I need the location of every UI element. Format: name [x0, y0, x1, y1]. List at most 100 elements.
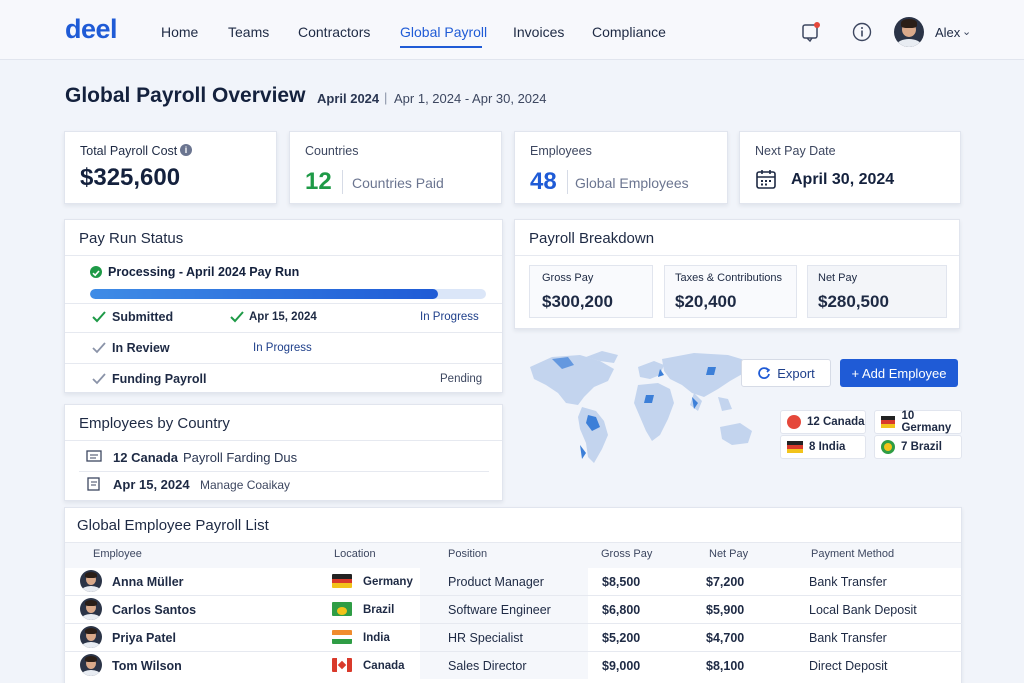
country-chip-brazil[interactable]: 7 Brazil [874, 435, 962, 459]
position-cell-bg [420, 624, 588, 651]
world-map[interactable] [522, 345, 772, 473]
country-row-2-bold: Apr 15, 2024 [113, 477, 190, 492]
deel-logo[interactable]: deel [65, 14, 118, 44]
india-flag-icon [787, 441, 803, 453]
step-submitted-status: In Progress [420, 311, 479, 323]
taxes-label: Taxes & Contributions [675, 272, 782, 284]
info-icon[interactable] [852, 22, 872, 42]
net-pay-label: Net Pay [818, 272, 858, 284]
chevron-down-icon[interactable]: ⌄ [962, 26, 972, 38]
divider [65, 303, 502, 304]
check-icon [91, 341, 107, 360]
divider [64, 595, 962, 596]
net-pay-value: $280,500 [818, 292, 889, 311]
divider [79, 471, 489, 472]
add-employee-button[interactable]: + Add Employee [840, 359, 958, 387]
divider [64, 623, 962, 624]
column-header-employee[interactable]: Employee [93, 548, 142, 560]
pay-run-status-card: Pay Run Status Processing - April 2024 P… [64, 219, 503, 393]
total-payroll-cost-label: Total Payroll Cost [80, 144, 178, 158]
gross-pay-label: Gross Pay [542, 272, 594, 284]
period-label: April 2024 [317, 91, 380, 106]
country-row-1-text: Payroll Farding Dus [183, 450, 298, 465]
next-pay-date-value: April 30, 2024 [791, 171, 895, 188]
column-header-payment-method[interactable]: Payment Method [811, 548, 895, 560]
total-payroll-cost-value: $325,600 [80, 164, 181, 191]
country-chip-germany[interactable]: 10 Germany [874, 410, 962, 434]
germany-flag-icon [881, 416, 896, 428]
country-row-2-text: Manage Coaikay [200, 478, 291, 492]
divider [65, 332, 502, 333]
chip-label: 7 Brazil [901, 441, 942, 453]
notification-bell-icon[interactable] [800, 21, 822, 43]
germany-flag-icon [332, 574, 352, 588]
employee-position: Sales Director [448, 659, 527, 673]
employee-avatar [80, 626, 102, 648]
employee-name[interactable]: Tom Wilson [112, 659, 182, 673]
employee-payment-method: Direct Deposit [809, 659, 888, 673]
step-submitted-date: Apr 15, 2024 [249, 311, 317, 323]
employee-net-pay: $7,200 [706, 575, 745, 589]
employee-payment-method: Bank Transfer [809, 631, 887, 645]
employee-location: India [363, 632, 390, 644]
refresh-icon [758, 367, 771, 379]
employee-net-pay: $8,100 [706, 659, 745, 673]
nav-teams[interactable]: Teams [228, 24, 270, 40]
payroll-breakdown-card: Payroll Breakdown Gross Pay $300,200 Tax… [514, 219, 960, 329]
payroll-breakdown-title: Payroll Breakdown [529, 230, 655, 247]
employees-by-country-title: Employees by Country [79, 415, 230, 432]
nav-compliance[interactable]: Compliance [592, 24, 666, 40]
employee-name[interactable]: Priya Patel [112, 631, 176, 645]
divider [65, 542, 961, 543]
export-button[interactable]: Export [741, 359, 831, 387]
divider [65, 255, 502, 256]
countries-label: Countries [305, 144, 359, 158]
countries-card: Countries 12 Countries Paid [289, 131, 502, 204]
employee-payment-method: Local Bank Deposit [809, 603, 917, 617]
country-chip-india[interactable]: 8 India [780, 435, 866, 459]
net-pay-box: Net Pay $280,500 [807, 265, 947, 318]
nav-invoices[interactable]: Invoices [513, 24, 565, 40]
column-header-gross-pay[interactable]: Gross Pay [601, 548, 653, 560]
pay-run-status-title: Pay Run Status [79, 230, 184, 247]
employee-payment-method: Bank Transfer [809, 575, 887, 589]
employees-caption: Global Employees [575, 175, 689, 191]
taxes-box: Taxes & Contributions $20,400 [664, 265, 797, 318]
user-avatar[interactable] [894, 17, 924, 47]
processing-status: Processing - April 2024 Pay Run [108, 265, 300, 279]
document-icon [86, 477, 102, 496]
canada-flag-icon [787, 415, 801, 429]
column-header-location[interactable]: Location [334, 548, 376, 560]
employee-name[interactable]: Anna Müller [112, 575, 184, 589]
employee-gross-pay: $9,000 [602, 659, 641, 673]
column-header-net-pay[interactable]: Net Pay [709, 548, 749, 560]
countries-caption: Countries Paid [352, 175, 444, 191]
pay-run-progress-bar [90, 289, 486, 299]
employee-name[interactable]: Carlos Santos [112, 603, 197, 617]
country-chip-canada[interactable]: 12 Canada [780, 410, 866, 434]
divider [342, 170, 343, 194]
nav-contractors[interactable]: Contractors [298, 24, 371, 40]
employee-net-pay: $4,700 [706, 631, 745, 645]
check-icon [91, 372, 107, 391]
check-icon [91, 310, 107, 329]
nav-home[interactable]: Home [161, 24, 199, 40]
period-separator: | [384, 90, 388, 105]
position-cell-bg [420, 567, 588, 595]
employees-value: 48 [530, 168, 557, 195]
employees-card: Employees 48 Global Employees [514, 131, 728, 204]
user-name[interactable]: Alex [935, 25, 961, 40]
top-navigation: deel Home Teams Contractors Global Payro… [0, 0, 1024, 60]
column-header-position[interactable]: Position [448, 548, 488, 560]
info-icon[interactable]: i [180, 144, 192, 156]
employee-gross-pay: $8,500 [602, 575, 641, 589]
page-title: Global Payroll Overview [65, 84, 306, 107]
check-circle-icon [90, 266, 102, 278]
employee-avatar [80, 598, 102, 620]
divider [567, 170, 568, 194]
date-range: Apr 1, 2024 - Apr 30, 2024 [394, 91, 547, 106]
countries-value: 12 [305, 168, 332, 195]
step-review-status: In Progress [253, 342, 312, 354]
next-pay-date-label: Next Pay Date [755, 144, 836, 158]
nav-global-payroll[interactable]: Global Payroll [400, 24, 488, 40]
